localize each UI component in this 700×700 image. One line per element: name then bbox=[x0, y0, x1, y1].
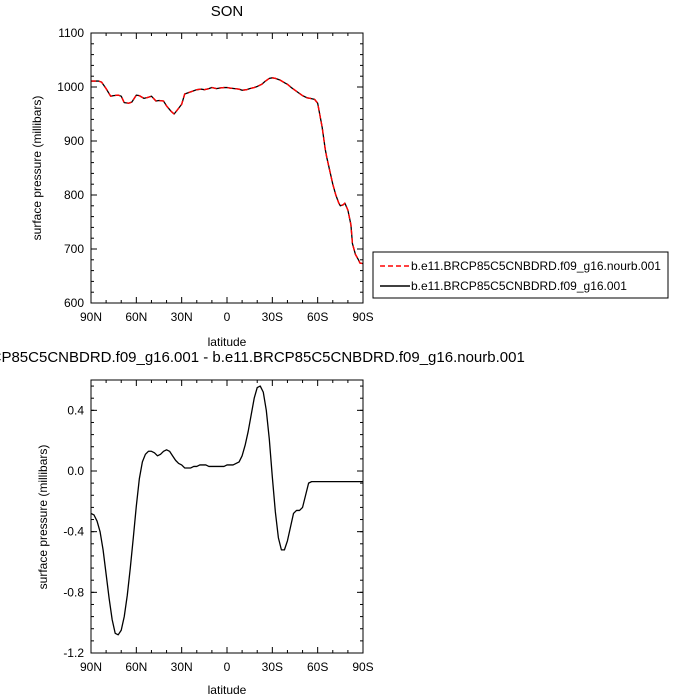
chart-bottom-xtick-label: 60S bbox=[307, 660, 328, 674]
chart-top-ytick-label: 1100 bbox=[58, 26, 84, 40]
chart-top-xtick-label: 60S bbox=[307, 310, 328, 324]
chart-top-xlabel: latitude bbox=[208, 335, 247, 349]
chart-bottom-ylabel: surface pressure (millibars) bbox=[36, 445, 50, 590]
chart-bottom-ytick-label: -0.8 bbox=[63, 585, 84, 599]
chart-bottom-series bbox=[90, 385, 363, 636]
chart-top-ylabel: surface pressure (millibars) bbox=[30, 96, 44, 241]
chart-bottom-xtick-label: 60N bbox=[125, 660, 147, 674]
chart-top-xtick-label: 90S bbox=[352, 310, 373, 324]
chart-bottom-ytick-label: -0.4 bbox=[63, 525, 84, 539]
chart-bottom-ytick-label: -1.2 bbox=[63, 646, 84, 660]
chart-bottom-series-line-0 bbox=[90, 385, 363, 636]
chart-top-title: SON bbox=[211, 3, 244, 20]
chart-top-xtick-label: 30N bbox=[171, 310, 193, 324]
chart-top-xtick-label: 30S bbox=[262, 310, 283, 324]
chart-top-ytick-label: 700 bbox=[64, 242, 84, 256]
chart-bottom-xtick-label: 0 bbox=[224, 660, 231, 674]
chart-top-ytick-label: 900 bbox=[64, 134, 84, 148]
chart-bottom-xtick-label: 90S bbox=[352, 660, 373, 674]
chart-top-xtick-label: 60N bbox=[125, 310, 147, 324]
legend-label-0: b.e11.BRCP85C5CNBDRD.f09_g16.nourb.001 bbox=[411, 259, 661, 273]
chart-top-xtick-label: 90N bbox=[80, 310, 102, 324]
chart-bottom: b.e11.BRCP85C5CNBDRD.f09_g16.001 - b.e11… bbox=[0, 349, 525, 697]
chart-bottom-ytick-label: 0.4 bbox=[67, 403, 84, 417]
chart-top-ytick-label: 600 bbox=[64, 296, 84, 310]
chart-bottom-ytick-label: 0.0 bbox=[67, 464, 84, 478]
chart-top-frame bbox=[90, 32, 364, 304]
chart-top-series bbox=[91, 77, 364, 265]
chart-bottom-xtick-label: 30S bbox=[262, 660, 283, 674]
chart-bottom-ticks: 90N 60N 30N 0 30S 60S 90S -1.2 -0.8 -0.4 0.0 0.4 bbox=[63, 380, 374, 674]
chart-top: SON 90N 60N 30N 0 30S 60S 90S 600 700 800 900 1000 1… bbox=[30, 3, 669, 349]
chart-bottom-xlabel: latitude bbox=[208, 683, 247, 697]
legend-box bbox=[372, 251, 669, 299]
chart-bottom-xtick-label: 30N bbox=[171, 660, 193, 674]
legend-label-1: b.e11.BRCP85C5CNBDRD.f09_g16.001 bbox=[411, 279, 627, 293]
chart-top-series-line-1 bbox=[91, 77, 364, 265]
chart-bottom-xtick-label: 90N bbox=[80, 660, 102, 674]
chart-bottom-frame bbox=[90, 379, 364, 654]
chart-top-series-line-0 bbox=[91, 77, 364, 265]
chart-top-legend: b.e11.BRCP85C5CNBDRD.f09_g16.nourb.001 b.… bbox=[372, 251, 669, 299]
chart-top-xtick-label: 0 bbox=[224, 310, 231, 324]
chart-top-ticks: 90N 60N 30N 0 30S 60S 90S 600 700 800 900 1000 1100 bbox=[57, 26, 373, 324]
chart-top-ytick-label: 800 bbox=[64, 188, 84, 202]
chart-top-ytick-label: 1000 bbox=[57, 80, 84, 94]
chart-bottom-title: b.e11.BRCP85C5CNBDRD.f09_g16.001 - b.e11… bbox=[0, 349, 525, 366]
